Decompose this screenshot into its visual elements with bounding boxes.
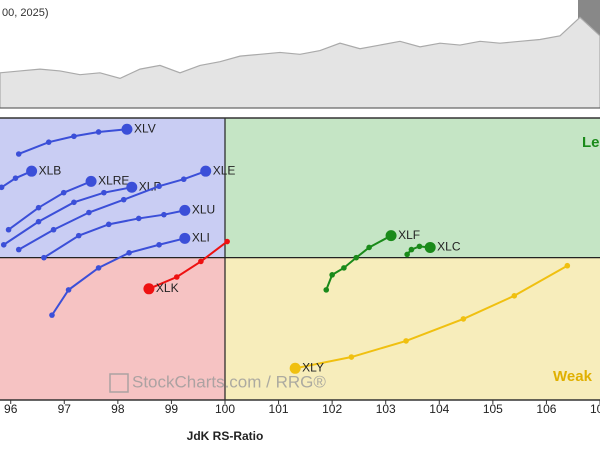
x-tick-label: 106	[536, 402, 556, 416]
watermark: StockCharts.com / RRG®	[132, 372, 326, 391]
tail-point	[126, 250, 132, 256]
tail-point	[12, 175, 19, 181]
head-point	[385, 230, 397, 242]
tail-point	[135, 215, 142, 222]
tail-point	[348, 354, 355, 360]
x-tick-label: 104	[429, 402, 449, 416]
tail-point	[41, 254, 47, 261]
tail-point	[416, 243, 423, 250]
x-tick-label: 98	[111, 402, 125, 416]
tail-point	[105, 221, 112, 228]
series-label: XLE	[213, 163, 236, 177]
tail-point	[161, 211, 167, 218]
series-label: XLF	[398, 228, 420, 242]
series-label: XLC	[437, 240, 461, 254]
tail-point	[156, 241, 162, 248]
head-point	[126, 181, 138, 193]
tail-point	[95, 265, 102, 271]
tail-point	[5, 226, 12, 233]
tail-point	[180, 176, 187, 183]
head-point	[85, 175, 97, 187]
series-label: XLRE	[98, 174, 129, 188]
series-label: XLB	[39, 163, 62, 177]
tail-point	[71, 133, 77, 140]
tail-point	[511, 292, 518, 299]
tail-point	[0, 241, 7, 248]
head-point	[179, 204, 191, 216]
series-label: XLU	[192, 203, 215, 217]
head-point	[26, 165, 38, 177]
head-point	[179, 232, 191, 244]
quadrant-leading	[225, 118, 600, 258]
quadrant-label: Weak	[553, 368, 593, 385]
tail-point	[408, 246, 415, 253]
tail-point	[404, 251, 410, 258]
x-tick-label: 102	[322, 402, 342, 416]
tail-point	[35, 218, 42, 225]
tail-point	[86, 209, 92, 216]
quadrant-label: Le	[582, 134, 600, 151]
tail-point	[403, 338, 409, 344]
price-strip	[0, 0, 600, 109]
x-tick-label: 107	[590, 402, 600, 416]
x-tick-label: 97	[58, 402, 72, 416]
head-point	[289, 362, 301, 374]
tail-point	[120, 196, 127, 203]
series-label: XLI	[192, 230, 210, 244]
tail-point	[35, 204, 42, 211]
x-tick-label: 105	[483, 402, 503, 416]
series-label: XLV	[134, 121, 156, 135]
head-point	[143, 283, 155, 295]
x-tick-label: 99	[165, 402, 179, 416]
tail-point	[101, 189, 107, 196]
strip-title: 00, 2025)	[2, 7, 48, 19]
tail-point	[460, 316, 467, 322]
plot: Le Weak StockCharts.com / RRG® 96 97 98 99 100 1…	[0, 117, 600, 416]
tail-point	[564, 262, 571, 269]
tail	[148, 240, 228, 290]
tail-point	[329, 272, 335, 278]
series-label: XLY	[302, 360, 324, 374]
x-tick-label: 101	[269, 402, 289, 416]
tail-point	[71, 199, 77, 206]
tail-point	[156, 183, 162, 190]
tail-point	[366, 244, 372, 251]
tail-point	[224, 238, 230, 245]
x-axis-label: JdK RS-Ratio	[187, 429, 264, 443]
series-label: XLK	[156, 281, 179, 295]
tail-point	[323, 287, 330, 293]
tail-point	[49, 312, 55, 318]
tail	[43, 209, 186, 259]
head-point	[424, 241, 436, 253]
head-point	[200, 165, 212, 177]
series-label: XLP	[139, 179, 162, 193]
x-tick-label: 103	[376, 402, 396, 416]
head-point	[121, 123, 133, 135]
tail-point	[341, 265, 347, 271]
tail-point	[65, 287, 72, 293]
tail-point	[353, 254, 360, 261]
tail-point	[50, 226, 57, 233]
tail	[7, 180, 92, 231]
tail	[294, 264, 568, 370]
x-tick-label: 100	[215, 402, 235, 416]
quadrant-weakening	[225, 257, 600, 400]
watermark-icon	[109, 373, 129, 393]
tail-point	[45, 139, 52, 145]
strip-area	[0, 16, 600, 109]
tail	[51, 237, 186, 316]
tail-point	[173, 274, 180, 280]
tail-point	[60, 189, 67, 196]
tail-point	[0, 184, 5, 191]
tail-point	[15, 246, 22, 253]
tail-point	[75, 232, 82, 239]
tail-point	[198, 258, 204, 265]
x-tick-label: 96	[4, 402, 18, 416]
quadrant-lagging	[0, 257, 225, 400]
tail-point	[15, 151, 22, 157]
tail-point	[95, 129, 102, 135]
